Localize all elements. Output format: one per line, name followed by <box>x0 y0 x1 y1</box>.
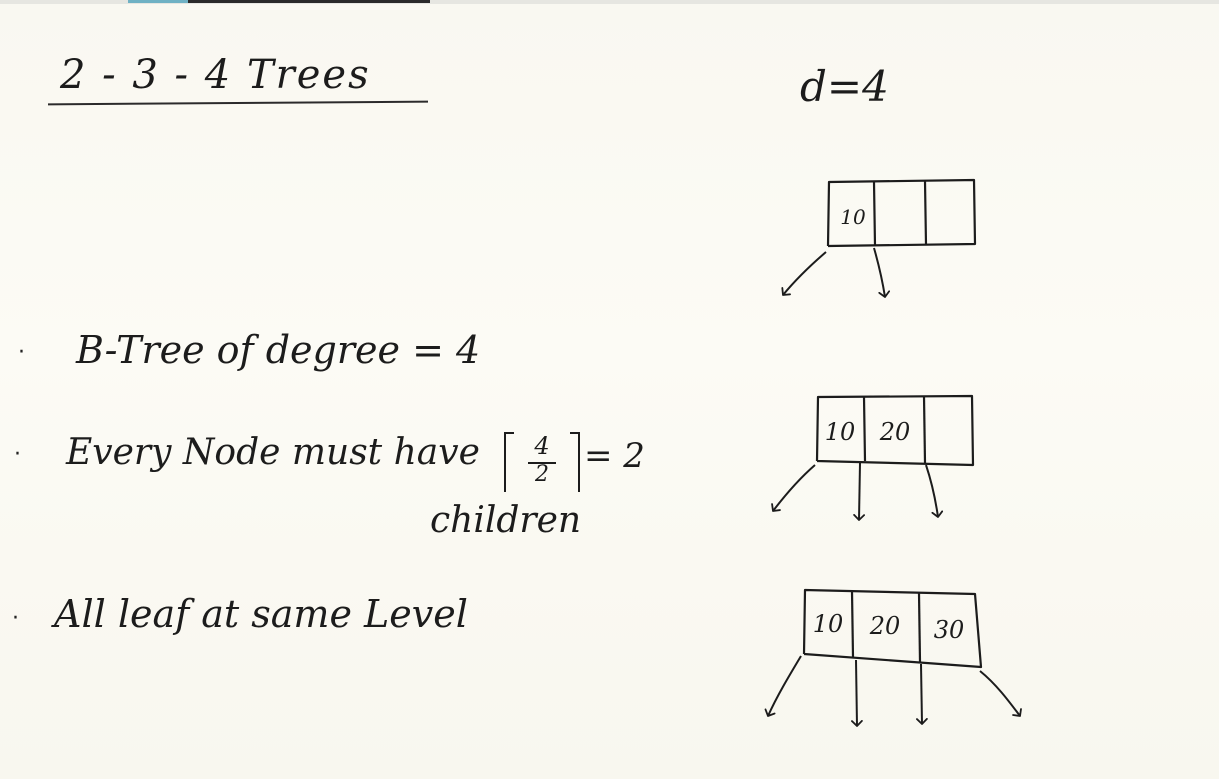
node-two-keys-divider-1 <box>862 396 867 462</box>
ceiling-bracket-right <box>570 432 580 492</box>
bullet-dot-3: · <box>12 606 19 631</box>
diagram-title: 2 - 3 - 4 Trees <box>60 52 371 98</box>
node-one-key-divider-2 <box>923 180 928 246</box>
node-three-keys-value-3: 30 <box>934 616 965 644</box>
node-two-keys-value-2: 20 <box>879 418 911 446</box>
node-three-keys-child-arrow-4 <box>979 670 1022 717</box>
node-three-keys-value-1: 10 <box>813 610 844 638</box>
fraction-bar <box>528 462 556 464</box>
node-three-keys-child-arrow-3 <box>916 663 928 725</box>
progress-dark-segment <box>188 0 430 3</box>
node-two-keys-divider-2 <box>922 395 927 464</box>
bullet-text-leaf-level: All leaf at same Level <box>54 592 468 636</box>
node-two-keys-box <box>815 394 975 467</box>
node-three-keys-child-arrow-1 <box>764 655 802 717</box>
degree-label: d=4 <box>800 62 889 111</box>
ceiling-result: = 2 <box>584 436 645 476</box>
progress-accent <box>128 0 188 3</box>
node-two-keys-value-1: 10 <box>825 418 856 446</box>
node-one-key-child-arrow-1 <box>781 251 827 296</box>
node-three-keys-divider-2 <box>917 592 922 663</box>
node-three-keys-divider-1 <box>850 590 855 658</box>
node-two-keys-child-arrow-1 <box>771 464 816 512</box>
node-three-keys-child-arrow-2 <box>851 659 863 727</box>
node-one-key-divider-1 <box>872 181 877 247</box>
fraction-numerator: 4 <box>534 432 550 460</box>
node-one-key-value-1: 10 <box>840 205 866 229</box>
node-two-keys-child-arrow-3 <box>925 464 944 518</box>
bullet-text-children: children <box>430 500 582 541</box>
node-one-key-child-arrow-2 <box>873 247 891 298</box>
node-three-keys: 10 20 30 <box>764 588 1022 727</box>
node-one-key: 10 <box>781 178 977 298</box>
node-three-keys-value-2: 20 <box>869 612 901 640</box>
ceiling-bracket-left <box>504 432 514 492</box>
bullet-text-degree: B-Tree of degree = 4 <box>76 328 481 372</box>
node-two-keys-child-arrow-2 <box>853 462 865 521</box>
bullet-dot-1: · <box>18 340 25 365</box>
video-progress-strip <box>0 0 1219 4</box>
node-three-keys-box <box>802 588 983 669</box>
fraction-denominator: 2 <box>535 462 549 487</box>
bullet-dot-2: · <box>14 442 21 467</box>
node-two-keys: 10 20 <box>771 394 975 521</box>
bullet-text-node-children: Every Node must have <box>66 432 480 473</box>
ceiling-fraction: 4 2 <box>504 432 582 494</box>
